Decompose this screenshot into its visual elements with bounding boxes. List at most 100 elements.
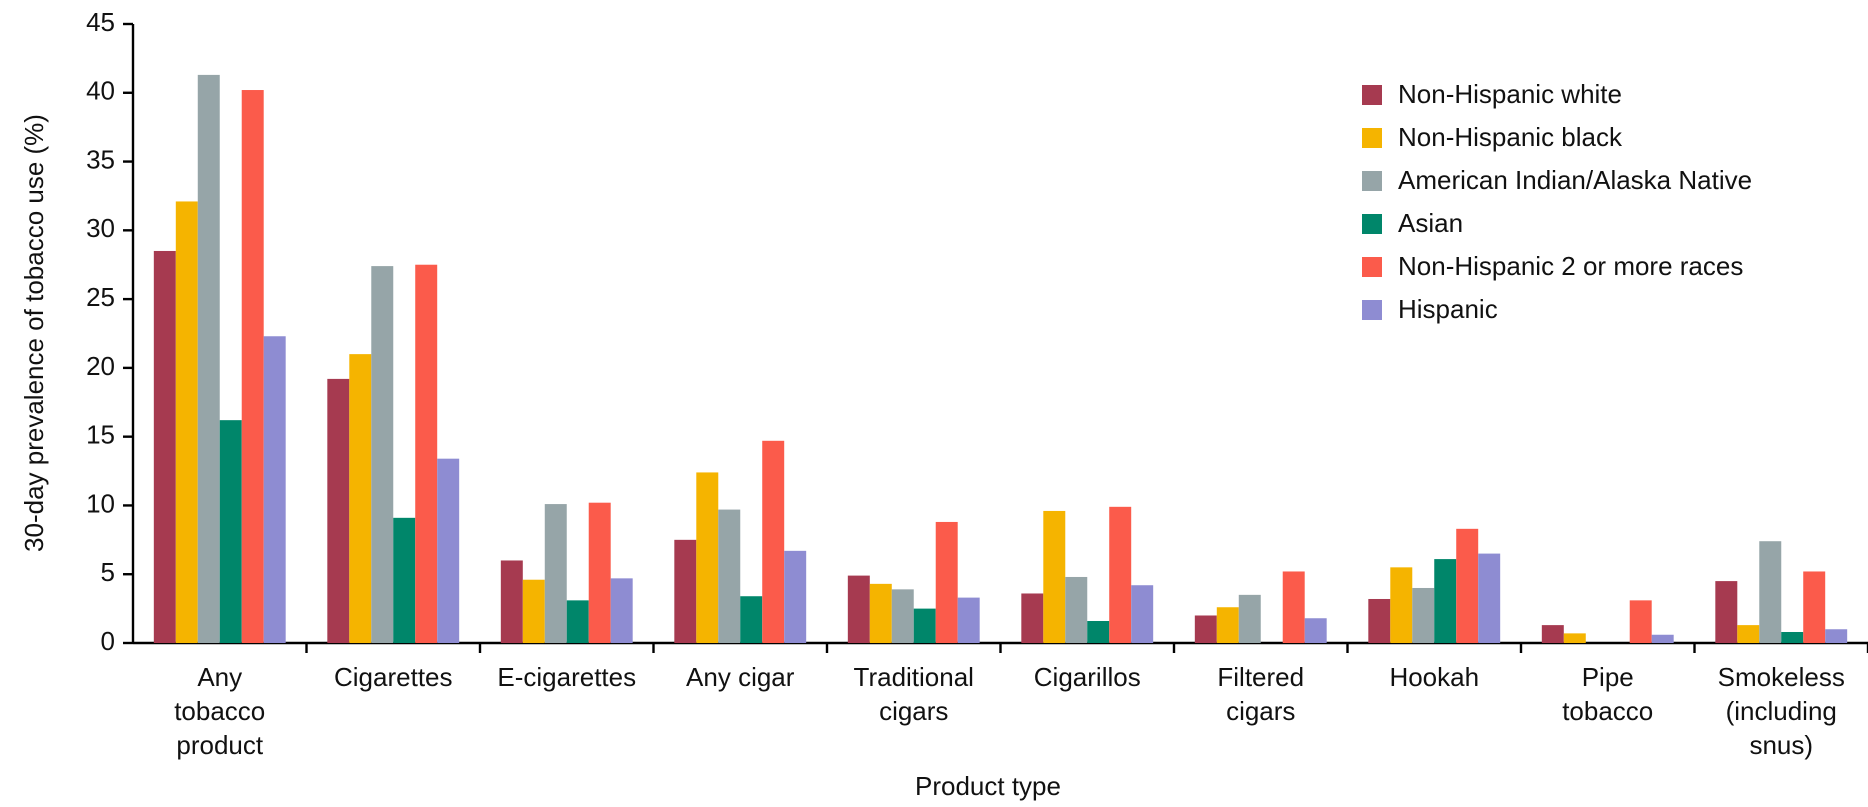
bar xyxy=(393,517,416,643)
x-tick-label-line: Hookah xyxy=(1389,662,1479,692)
bar xyxy=(327,378,350,643)
legend-label: Asian xyxy=(1398,208,1463,238)
bar xyxy=(175,201,198,644)
x-tick-label: Traditional cigars xyxy=(854,662,974,726)
bar xyxy=(522,579,545,643)
y-tick-label: 40 xyxy=(86,76,115,106)
x-tick-label: E-cigarettes xyxy=(497,662,636,692)
legend-swatch xyxy=(1362,300,1382,320)
legend-label: Hispanic xyxy=(1398,294,1498,324)
bar xyxy=(957,597,980,643)
bar xyxy=(415,264,438,643)
bar xyxy=(847,575,870,643)
y-tick-label: 5 xyxy=(101,557,115,587)
x-tick-label-line: Cigarettes xyxy=(334,662,453,692)
legend-swatch xyxy=(1362,214,1382,234)
x-tick-label-line: tobacco xyxy=(174,696,265,726)
x-tick-label-line: cigars xyxy=(1226,696,1295,726)
bar xyxy=(1368,598,1391,643)
bar xyxy=(935,521,958,643)
legend-swatch xyxy=(1362,128,1382,148)
bar xyxy=(1087,620,1110,643)
bar xyxy=(610,578,633,643)
legend-swatch xyxy=(1362,257,1382,277)
bar xyxy=(219,420,242,643)
x-tick-label: Any tobacco product xyxy=(174,662,265,760)
legend-label: Non-Hispanic black xyxy=(1398,122,1623,152)
y-tick-label: 25 xyxy=(86,282,115,312)
y-tick-label: 20 xyxy=(86,351,115,381)
bar xyxy=(696,472,719,643)
bar xyxy=(1194,615,1217,643)
bar xyxy=(1043,510,1066,643)
y-tick-label: 10 xyxy=(86,488,115,518)
bar xyxy=(263,336,286,643)
bar xyxy=(1216,607,1239,643)
x-tick-label-line: product xyxy=(176,730,263,760)
bar xyxy=(1803,571,1826,643)
legend-swatch xyxy=(1362,171,1382,191)
x-tick-label: Smokeless (including snus) xyxy=(1718,662,1845,760)
legend-swatch xyxy=(1362,85,1382,105)
bar xyxy=(1759,541,1782,643)
bar xyxy=(1825,629,1848,643)
x-tick-label-line: Smokeless xyxy=(1718,662,1845,692)
bar xyxy=(1781,631,1804,643)
x-tick-label-line: tobacco xyxy=(1562,696,1653,726)
x-tick-label-line: Any cigar xyxy=(686,662,795,692)
bar xyxy=(1412,587,1435,643)
x-tick-label: Hookah xyxy=(1389,662,1479,692)
x-tick-label: Cigarettes xyxy=(334,662,453,692)
bar xyxy=(153,250,176,643)
bar xyxy=(1651,634,1674,643)
bar xyxy=(891,589,914,643)
legend-label: Non-Hispanic 2 or more races xyxy=(1398,251,1743,281)
bar xyxy=(1478,553,1501,643)
bar xyxy=(371,266,394,643)
bar xyxy=(500,560,523,643)
x-tick-label-line: cigars xyxy=(879,696,948,726)
x-tick-label-line: Filtered xyxy=(1217,662,1304,692)
bar xyxy=(1109,506,1132,643)
bar xyxy=(544,504,567,643)
y-axis-title: 30-day prevalence of tobacco use (%) xyxy=(19,114,49,552)
legend-label: American Indian/Alaska Native xyxy=(1398,165,1752,195)
bar xyxy=(1065,576,1088,643)
bar xyxy=(913,608,936,643)
y-tick-label: 45 xyxy=(86,7,115,37)
bar xyxy=(1563,633,1586,643)
x-tick-label-line: Traditional xyxy=(854,662,974,692)
bar xyxy=(437,458,460,643)
x-tick-label-line: Any xyxy=(197,662,242,692)
bar xyxy=(1456,528,1479,643)
bar xyxy=(241,90,264,643)
bar xyxy=(1737,625,1760,643)
bar xyxy=(740,596,763,643)
x-tick-label: Any cigar xyxy=(686,662,795,692)
bar xyxy=(1629,600,1652,643)
y-tick-label: 35 xyxy=(86,144,115,174)
bar xyxy=(1282,571,1305,643)
bar xyxy=(718,509,741,643)
x-tick-label-line: Cigarillos xyxy=(1034,662,1141,692)
bar xyxy=(1131,585,1154,643)
bar xyxy=(1304,618,1327,643)
x-tick-label-line: E-cigarettes xyxy=(497,662,636,692)
bar xyxy=(1390,567,1413,643)
x-axis-title: Product type xyxy=(915,771,1061,801)
bar xyxy=(349,354,372,643)
y-tick-label: 15 xyxy=(86,420,115,450)
bar xyxy=(784,550,807,643)
y-tick-label: 0 xyxy=(101,626,115,656)
bar xyxy=(197,74,220,643)
bar xyxy=(1434,559,1457,643)
bar xyxy=(1021,593,1044,643)
bar xyxy=(1715,581,1738,643)
x-tick-label: Cigarillos xyxy=(1034,662,1141,692)
x-tick-label-line: (including xyxy=(1726,696,1837,726)
bar xyxy=(674,539,697,643)
bar xyxy=(1238,594,1261,643)
y-tick-label: 30 xyxy=(86,213,115,243)
